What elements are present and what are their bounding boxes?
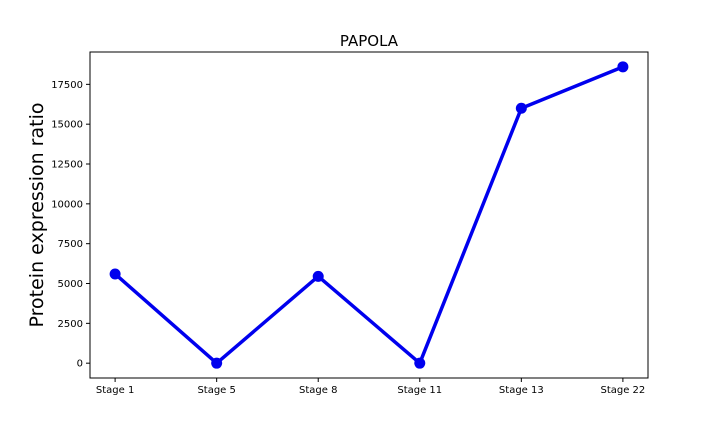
x-tick-label: Stage 1 bbox=[96, 385, 134, 396]
y-axis-ticks: 0 2500 5000 7500 10000 12500 15000 17500 bbox=[51, 80, 90, 370]
y-tick-label: 10000 bbox=[51, 199, 83, 210]
y-tick-label: 2500 bbox=[58, 319, 83, 330]
data-point bbox=[211, 357, 223, 369]
x-tick-label: Stage 5 bbox=[197, 385, 235, 396]
series-line bbox=[113, 65, 624, 365]
y-tick-label: 15000 bbox=[51, 120, 83, 131]
series-group bbox=[109, 61, 629, 369]
data-point bbox=[414, 357, 426, 369]
data-point bbox=[515, 102, 527, 114]
y-axis-label: Protein expression ratio bbox=[26, 103, 48, 328]
y-tick-label: 0 bbox=[77, 359, 83, 370]
x-tick-label: Stage 13 bbox=[499, 385, 544, 396]
y-tick-label: 17500 bbox=[51, 80, 83, 91]
y-tick-label: 5000 bbox=[58, 279, 83, 290]
y-tick-label: 7500 bbox=[58, 239, 83, 250]
y-tick-label: 12500 bbox=[51, 160, 83, 171]
plot-area bbox=[89, 51, 649, 379]
x-tick-label: Stage 11 bbox=[397, 385, 442, 396]
data-point bbox=[109, 268, 121, 280]
chart-title: PAPOLA bbox=[340, 32, 399, 50]
x-axis-ticks: Stage 1 Stage 5 Stage 8 Stage 11 Stage 13 Sta… bbox=[96, 378, 645, 396]
data-point bbox=[617, 61, 629, 73]
x-tick-label: Stage 8 bbox=[299, 385, 337, 396]
data-point bbox=[312, 270, 324, 282]
x-tick-label: Stage 22 bbox=[600, 385, 645, 396]
